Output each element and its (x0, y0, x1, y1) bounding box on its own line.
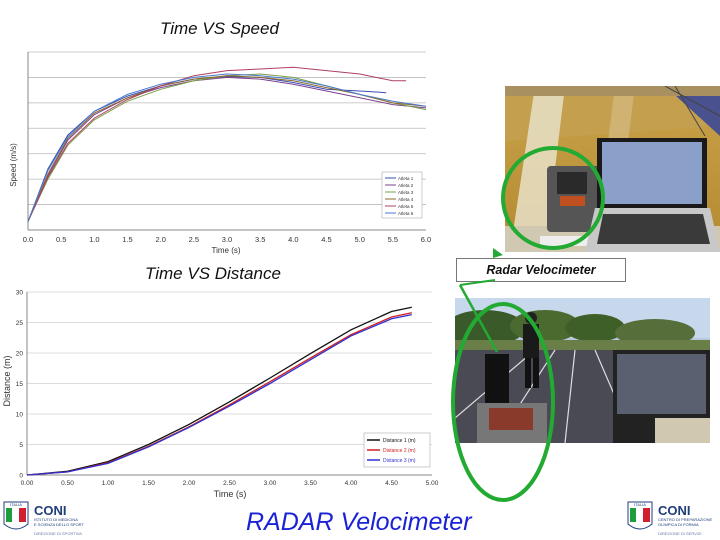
speed-x-tick-label: 2.5 (189, 235, 199, 244)
arrow-head (493, 248, 503, 258)
distance-legend-label: Distance 1 (m) (383, 438, 416, 444)
logo-right-badge: ITALIA (634, 502, 646, 507)
distance-chart-legend: Distance 1 (m) Distance 2 (m) Distance 3 (… (363, 432, 431, 468)
speed-legend-label: Atleta 1 (398, 176, 414, 181)
speed-series-line (27, 75, 427, 222)
distance-y-tick-label: 15 (16, 381, 24, 388)
speed-chart-legend: Atleta 1 Atleta 2 Atleta 3 Atleta 4 Atleta 5… (381, 171, 423, 219)
distance-x-tick-label: 5.00 (426, 480, 439, 487)
distance-chart-y-ticks: 0 5 10 15 20 25 30 (16, 290, 24, 480)
speed-chart-grid (27, 51, 426, 231)
distance-x-tick-label: 2.00 (183, 480, 196, 487)
logo-right-line1: CENTRO DI PREPARAZIONE (658, 517, 712, 522)
distance-chart-title: Time VS Distance (145, 264, 281, 283)
speed-x-tick-label: 3.5 (255, 235, 265, 244)
logo-left-line1: ISTITUTO DI MEDICINA (34, 517, 78, 522)
logo-right-word: CONI (658, 503, 691, 518)
distance-chart-lines (26, 306, 412, 476)
speed-x-tick-label: 1.5 (122, 235, 132, 244)
speed-x-tick-label: 0.5 (56, 235, 66, 244)
speed-chart-y-label: Speed (m/s) (9, 143, 18, 187)
radar-velocimeter-label: Radar Velocimeter (456, 258, 626, 282)
speed-chart-title: Time VS Speed (160, 19, 279, 38)
distance-legend-label: Distance 3 (m) (383, 458, 416, 464)
distance-y-tick-label: 5 (19, 442, 23, 449)
speed-x-tick-label: 4.0 (288, 235, 298, 244)
coni-logo-right: ITALIA CONI CENTRO DI PREPARAZIONE OLIMP… (627, 501, 712, 536)
distance-y-tick-label: 0 (19, 473, 23, 480)
speed-chart: 0.0 0.5 1.0 1.5 2.0 2.5 3.0 3.5 4.0 4.5 5.0 5.5 6.0 … (9, 51, 431, 255)
speed-x-tick-label: 1.0 (89, 235, 99, 244)
distance-x-tick-label: 0.00 (21, 480, 34, 487)
distance-x-tick-label: 1.50 (142, 480, 155, 487)
distance-chart-y-label: Distance (m) (2, 355, 12, 406)
distance-legend-label: Distance 2 (m) (383, 448, 416, 454)
logo-left-line2: E SCIENZA DELLO SPORT (34, 522, 84, 527)
distance-chart-x-label: Time (s) (214, 489, 247, 499)
speed-legend-label: Atleta 6 (398, 211, 414, 216)
distance-x-tick-label: 3.00 (264, 480, 277, 487)
distance-x-tick-label: 2.50 (223, 480, 236, 487)
logo-right-line3: DIREZIONE DI SERVIZI (658, 531, 702, 536)
distance-series-line (26, 313, 412, 476)
distance-chart-x-ticks: 0.00 0.50 1.00 1.50 2.00 2.50 3.00 3.50 4.00 4.50… (21, 480, 439, 487)
distance-x-tick-label: 3.50 (304, 480, 317, 487)
distance-y-tick-label: 20 (16, 351, 24, 358)
speed-legend-label: Atleta 2 (398, 183, 414, 188)
distance-x-tick-label: 4.50 (385, 480, 398, 487)
logo-left-line3: DIREZIONE DI SPORTIVA (34, 531, 82, 536)
speed-legend-box (381, 171, 423, 219)
speed-legend-label: Atleta 3 (398, 190, 414, 195)
distance-series-line (26, 312, 412, 476)
distance-x-tick-label: 4.00 (345, 480, 358, 487)
speed-chart-x-ticks: 0.0 0.5 1.0 1.5 2.0 2.5 3.0 3.5 4.0 4.5 5.0 5.5 6.0 (23, 235, 431, 244)
distance-series-line (26, 306, 412, 476)
distance-y-tick-label: 25 (16, 320, 24, 327)
speed-chart-x-label: Time (s) (211, 246, 240, 255)
coni-logo-left: ITALIA CONI ISTITUTO DI MEDICINA E SCIEN… (3, 501, 84, 536)
speed-series-line (27, 66, 407, 222)
logo-left-word: CONI (34, 503, 67, 518)
speed-x-tick-label: 6.0 (421, 235, 431, 244)
distance-y-tick-label: 10 (16, 412, 24, 419)
radar-lab-photo (505, 86, 720, 252)
speed-x-tick-label: 3.0 (222, 235, 232, 244)
speed-x-tick-label: 2.0 (155, 235, 165, 244)
distance-chart-grid (26, 291, 432, 476)
distance-x-tick-label: 1.00 (102, 480, 115, 487)
logo-right-line2: OLIMPICA DI FORMIA (658, 522, 699, 527)
speed-chart-lines (27, 66, 427, 222)
distance-y-tick-label: 30 (16, 290, 24, 297)
speed-x-tick-label: 5.5 (388, 235, 398, 244)
distance-x-tick-label: 0.50 (61, 480, 74, 487)
speed-series-line (27, 76, 387, 222)
track-photo (455, 298, 710, 443)
speed-x-tick-label: 0.0 (23, 235, 33, 244)
speed-x-tick-label: 4.5 (321, 235, 331, 244)
speed-legend-label: Atleta 5 (398, 204, 414, 209)
speed-x-tick-label: 5.0 (354, 235, 364, 244)
speed-legend-label: Atleta 4 (398, 197, 414, 202)
speed-series-line (27, 76, 427, 222)
footer-title: RADAR Velocimeter (246, 508, 472, 536)
speed-series-line (27, 73, 427, 222)
distance-chart: 0.00 0.50 1.00 1.50 2.00 2.50 3.00 3.50 4.00 4.50… (2, 290, 439, 500)
logo-left-badge: ITALIA (10, 502, 22, 507)
